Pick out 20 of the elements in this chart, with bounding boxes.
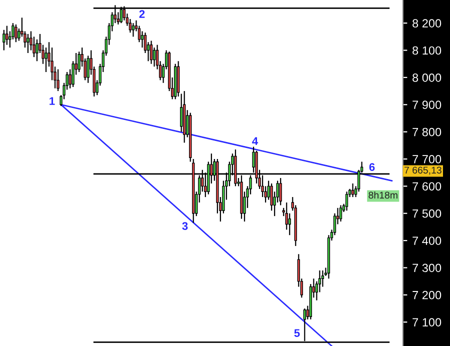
y-tick-label: 7 100 (412, 318, 442, 326)
y-tick-label: 8 000 (412, 73, 442, 82)
y-tick-label: 7 900 (412, 100, 442, 110)
annotation: 2 (139, 10, 145, 18)
annotation: 3 (182, 222, 188, 230)
annotation: 1 (50, 97, 55, 105)
y-tick-label: 7 700 (412, 155, 442, 164)
annotation: 6 (369, 163, 375, 171)
y-tick-label: 7 200 (412, 290, 442, 300)
annotation: 4 (252, 137, 258, 145)
y-tick-label: 8 100 (412, 46, 442, 55)
y-tick-label: 8 200 (412, 19, 442, 28)
y-tick-label: 7 300 (412, 264, 442, 272)
text: 7 665,13 (404, 166, 442, 175)
y-tick-label: 7 500 (412, 209, 442, 218)
y-tick-label: 7 600 (412, 182, 442, 191)
annotation: 5 (294, 329, 300, 337)
y-tick-label: 7 800 (412, 128, 442, 136)
y-tick-label: 7 400 (412, 236, 442, 245)
annotation: 8h18m (368, 191, 398, 199)
